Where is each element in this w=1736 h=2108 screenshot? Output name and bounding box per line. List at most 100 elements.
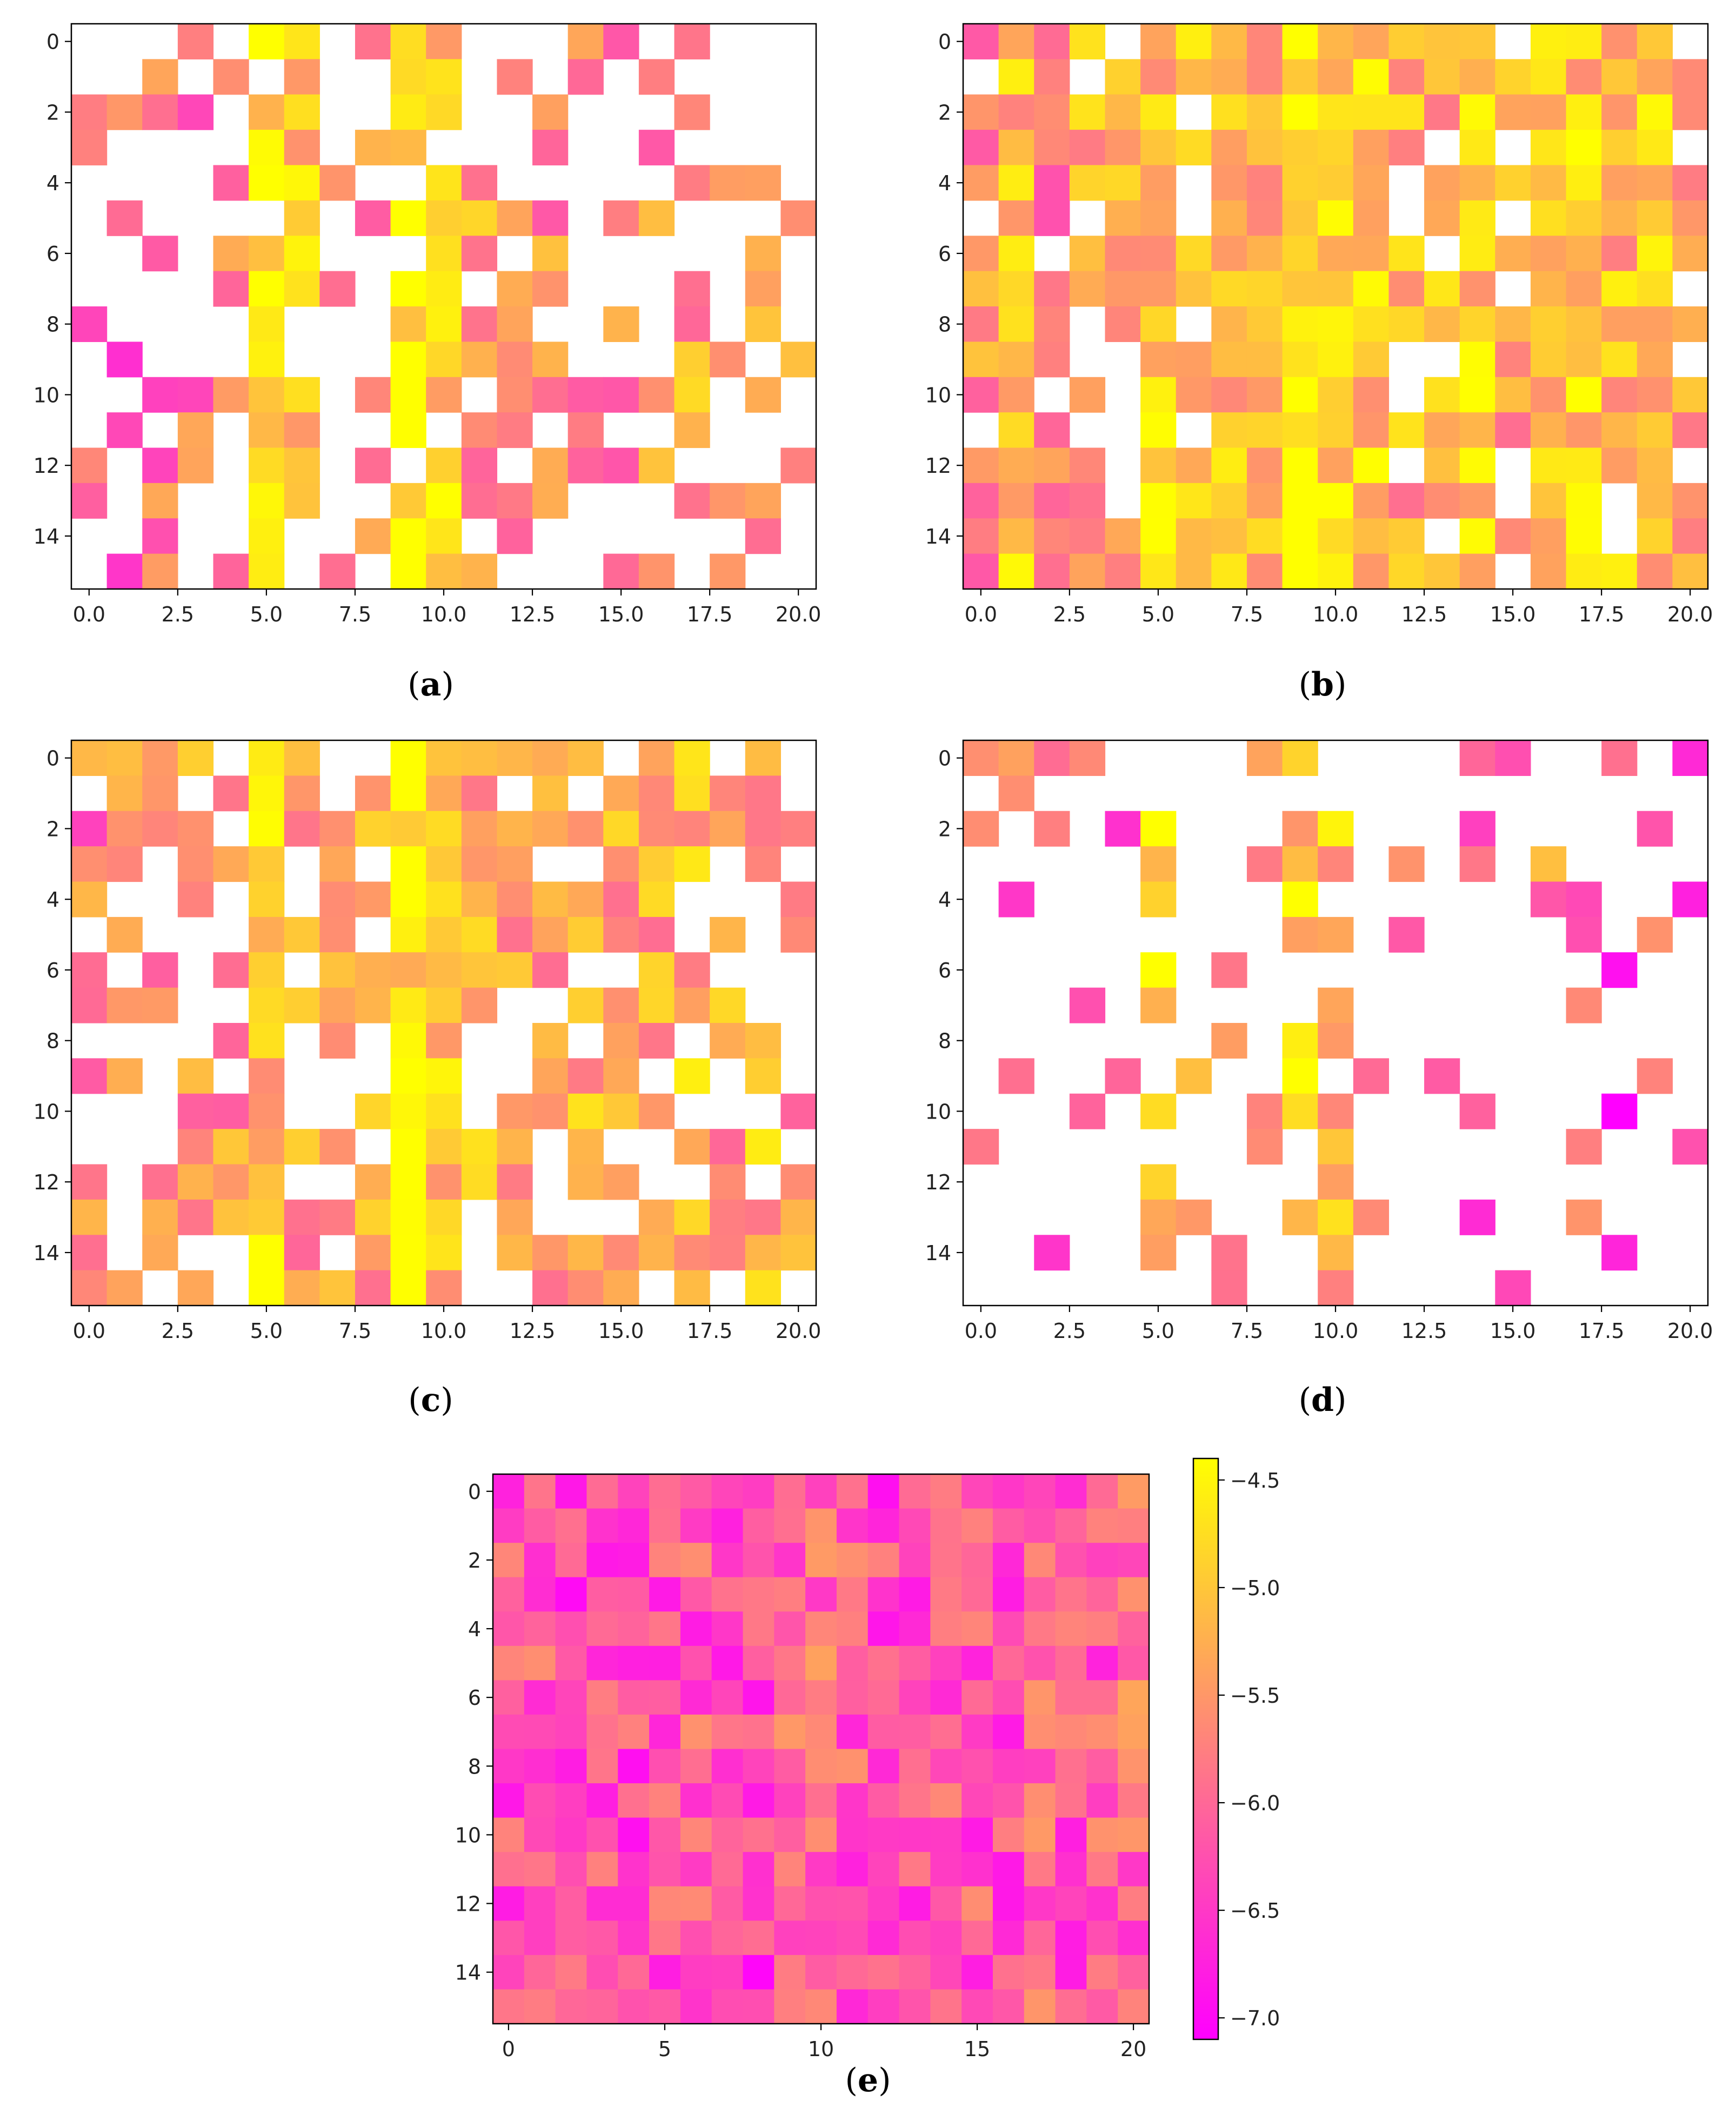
cell-a-10-8: [355, 377, 391, 413]
cell-b-13-5: [1140, 483, 1177, 519]
cell-e-13-14: [930, 1920, 962, 1956]
cell-e-13-16: [992, 1920, 1025, 1956]
cell-d-5-10: [1318, 916, 1354, 953]
panel-c: 0.0 2.5 5.0 7.5 10.0 12.5 15.0 17.5 20.0 0 2 4 6 8 10 1…: [34, 739, 821, 1419]
cell-b-10-20: [1672, 377, 1708, 413]
cell-e-12-0: [493, 1886, 525, 1921]
cell-a-11-14: [567, 412, 604, 449]
cell-b-9-14: [1459, 342, 1495, 378]
cell-b-15-5: [1140, 553, 1177, 590]
cell-a-0-9: [390, 24, 426, 59]
caption-d: (d): [1299, 1381, 1347, 1419]
xtick-label-b-8: 20.0: [1667, 603, 1713, 626]
cell-b-12-2: [1034, 447, 1070, 484]
cell-e-0-20: [1118, 1474, 1150, 1509]
cell-b-8-8: [1246, 306, 1283, 342]
cell-a-15-15: [603, 553, 639, 590]
cell-a-6-6: [284, 236, 320, 272]
cell-c-4-12: [497, 881, 533, 918]
cell-c-0-5: [249, 740, 285, 776]
cell-c-5-20: [780, 916, 817, 953]
cell-e-1-5: [649, 1508, 681, 1543]
cell-e-13-7: [711, 1920, 744, 1956]
cell-b-7-13: [1424, 271, 1460, 307]
cell-b-6-7: [1211, 236, 1247, 272]
caption-e: (e): [845, 2062, 891, 2099]
cell-b-10-19: [1637, 377, 1673, 413]
cell-a-9-17: [674, 342, 710, 378]
cell-c-15-8: [355, 1270, 391, 1306]
cell-c-8-7: [319, 1023, 356, 1059]
cell-c-2-7: [319, 811, 356, 847]
cell-b-7-18: [1601, 271, 1638, 307]
xtick-label-a-5: 12.5: [510, 603, 556, 626]
cell-b-4-8: [1246, 165, 1283, 201]
cell-a-9-13: [532, 342, 569, 378]
cell-c-2-20: [780, 811, 817, 847]
cell-a-9-1: [106, 342, 143, 378]
cell-e-2-10: [805, 1543, 837, 1578]
cell-e-2-20: [1118, 1543, 1150, 1578]
cell-e-13-2: [555, 1920, 587, 1956]
cell-c-7-2: [142, 987, 178, 1023]
cell-d-14-2: [1034, 1235, 1070, 1271]
cell-b-14-6: [1176, 518, 1212, 554]
cell-c-10-8: [355, 1093, 391, 1129]
cell-b-2-13: [1424, 94, 1460, 130]
cell-b-12-17: [1566, 447, 1602, 484]
cell-e-12-5: [649, 1886, 681, 1921]
caption-open-d: (: [1299, 1381, 1311, 1419]
cell-e-0-1: [524, 1474, 556, 1509]
cell-c-12-10: [426, 1164, 462, 1200]
cell-a-5-13: [532, 200, 569, 236]
cell-e-1-12: [867, 1508, 900, 1543]
cell-d-2-4: [1105, 811, 1141, 847]
cell-e-4-18: [1055, 1611, 1087, 1647]
cell-c-0-10: [426, 740, 462, 776]
cell-a-0-8: [355, 24, 391, 59]
cell-e-3-16: [992, 1577, 1025, 1612]
cell-b-3-2: [1034, 130, 1070, 166]
cell-b-13-17: [1566, 483, 1602, 519]
cell-c-12-12: [497, 1164, 533, 1200]
cell-b-15-2: [1034, 553, 1070, 590]
cell-c-13-16: [638, 1199, 675, 1235]
cell-e-14-17: [1024, 1955, 1056, 1990]
cell-c-3-4: [213, 846, 249, 882]
cell-e-8-18: [1055, 1749, 1087, 1784]
cell-e-7-7: [711, 1714, 744, 1750]
cell-e-12-15: [962, 1886, 993, 1921]
cell-b-15-6: [1176, 553, 1212, 590]
cell-e-5-18: [1055, 1645, 1087, 1681]
cell-b-11-13: [1424, 412, 1460, 449]
cell-b-0-12: [1388, 24, 1425, 59]
cell-c-4-13: [532, 881, 569, 918]
cell-e-13-11: [836, 1920, 869, 1956]
cell-c-11-12: [497, 1129, 533, 1165]
cell-b-8-7: [1211, 306, 1247, 342]
cell-e-13-12: [867, 1920, 900, 1956]
cell-b-14-0: [963, 518, 999, 554]
ytick-label-a-3: 6: [46, 242, 59, 266]
ytick-label-c-4: 8: [46, 1029, 59, 1053]
cell-d-8-7: [1211, 1023, 1247, 1059]
cell-e-10-8: [743, 1817, 774, 1852]
cell-a-12-16: [638, 447, 675, 484]
cell-a-12-5: [249, 447, 285, 484]
cell-a-12-11: [461, 447, 498, 484]
cell-a-12-13: [532, 447, 569, 484]
cell-a-12-8: [355, 447, 391, 484]
cell-e-5-14: [930, 1645, 962, 1681]
cell-c-8-9: [390, 1023, 426, 1059]
cell-a-8-17: [674, 306, 710, 342]
cell-c-9-17: [674, 1058, 710, 1094]
cell-a-6-19: [745, 236, 781, 272]
cell-e-11-1: [524, 1852, 556, 1887]
cell-e-11-18: [1055, 1852, 1087, 1887]
cell-b-2-2: [1034, 94, 1070, 130]
cell-b-15-8: [1246, 553, 1283, 590]
cell-a-14-9: [390, 518, 426, 554]
cell-b-0-5: [1140, 24, 1177, 59]
xtick-label-d-4: 10.0: [1313, 1319, 1359, 1343]
cell-e-4-4: [618, 1611, 650, 1647]
